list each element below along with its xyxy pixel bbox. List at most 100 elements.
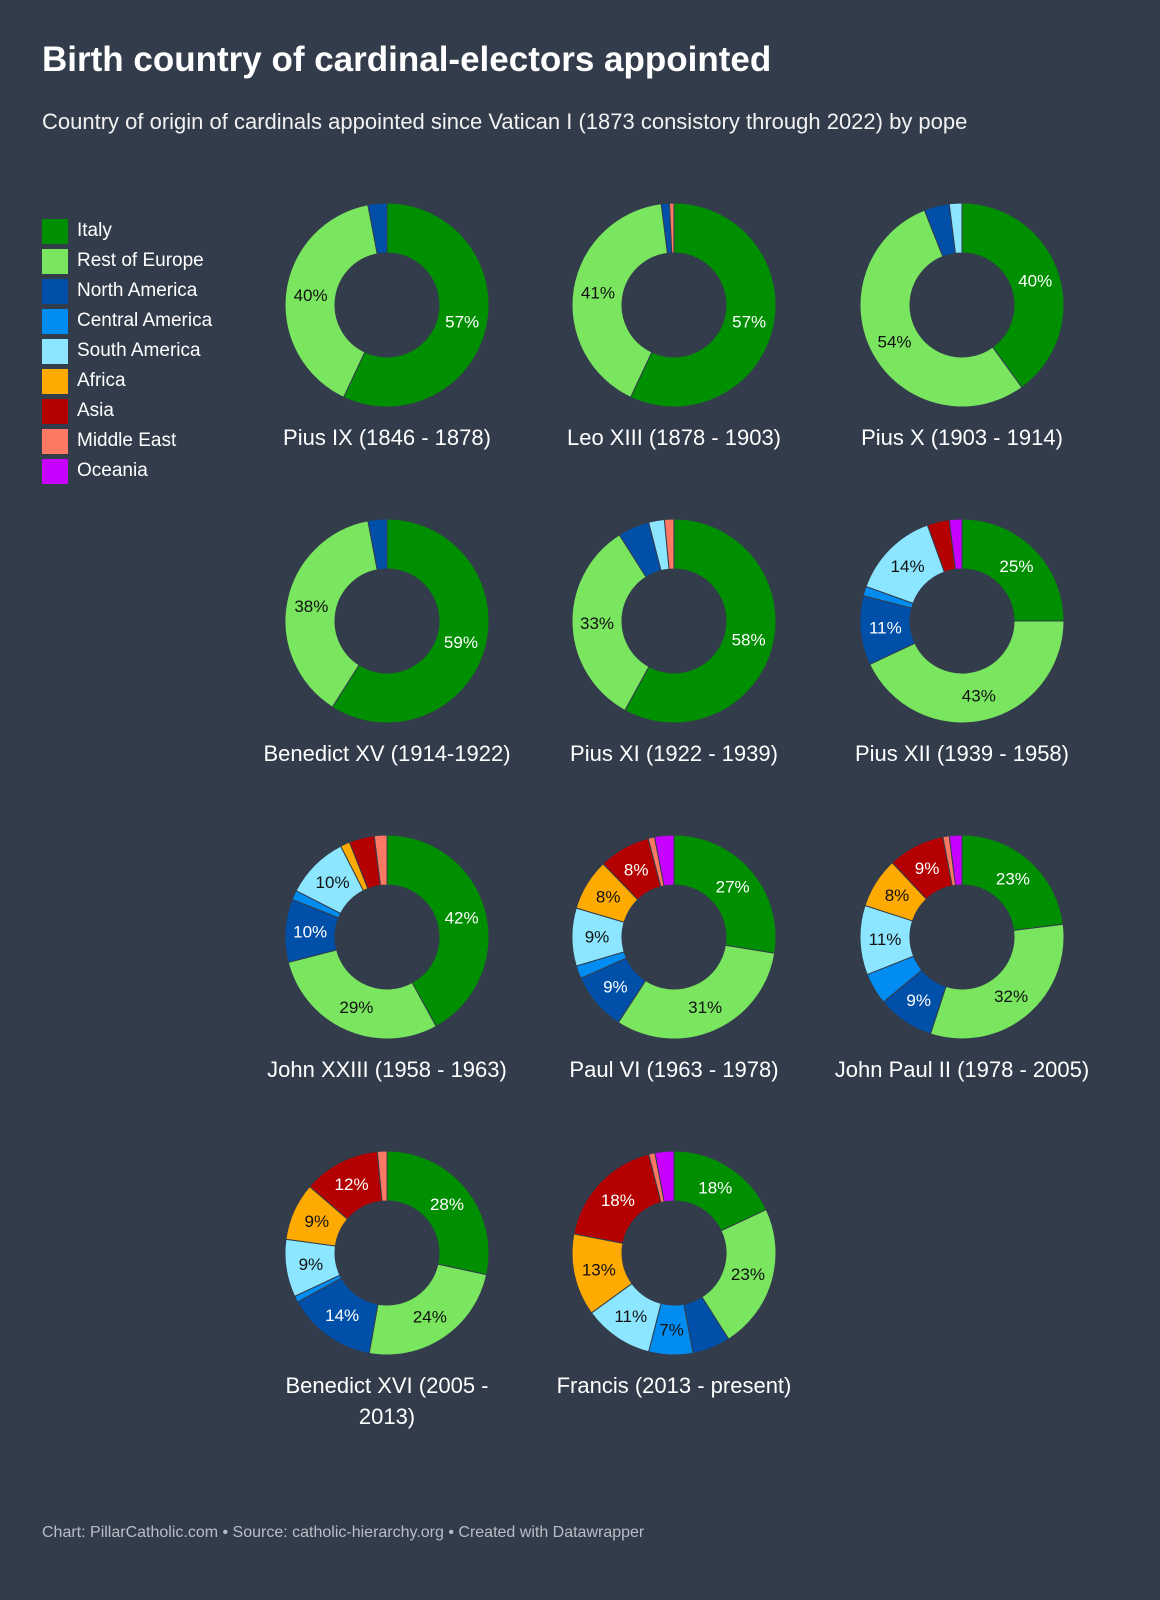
data-label: 14% bbox=[325, 1306, 359, 1325]
legend-item: Middle East bbox=[42, 426, 272, 456]
data-label: 29% bbox=[339, 998, 373, 1017]
donut-slice bbox=[865, 524, 946, 605]
legend-swatch bbox=[42, 338, 68, 364]
donut-slice bbox=[571, 534, 650, 712]
legend-swatch bbox=[42, 428, 68, 454]
donut-svg: 23% 32% 9% 11% 8% 9% bbox=[859, 834, 1065, 1040]
data-label: 7% bbox=[659, 1320, 684, 1339]
donut-slice bbox=[367, 202, 388, 255]
donut-slice bbox=[891, 836, 953, 900]
data-label: 14% bbox=[891, 557, 925, 576]
donut-slice bbox=[663, 518, 675, 570]
donut-slice bbox=[653, 834, 675, 887]
donut-slice bbox=[929, 923, 1065, 1040]
data-label: 23% bbox=[996, 870, 1030, 889]
data-label: 58% bbox=[732, 631, 766, 650]
data-label: 13% bbox=[582, 1260, 616, 1279]
donut-chart: 23% 32% 9% 11% 8% 9% bbox=[857, 832, 1067, 1042]
donut-slice bbox=[342, 202, 490, 408]
legend-swatch bbox=[42, 308, 68, 334]
donut-slice bbox=[882, 969, 947, 1035]
chart-subtitle: Country of origin of cardinals appointed… bbox=[42, 109, 968, 134]
data-label: 9% bbox=[906, 991, 931, 1010]
legend-item: Rest of Europe bbox=[42, 246, 272, 276]
donut-slice bbox=[308, 1150, 383, 1220]
donut-chart: 58% 33% bbox=[569, 516, 779, 726]
donut-slice bbox=[660, 202, 673, 254]
donut-slice bbox=[629, 202, 777, 408]
data-label: 18% bbox=[601, 1191, 635, 1210]
donut-slice bbox=[571, 907, 625, 967]
data-label: 57% bbox=[445, 312, 479, 331]
data-label: 27% bbox=[716, 878, 750, 897]
data-label: 41% bbox=[581, 283, 615, 302]
legend-label: South America bbox=[77, 340, 201, 361]
donut-svg: 58% 33% bbox=[571, 518, 777, 724]
donut-slice bbox=[701, 1208, 777, 1340]
chart-title: Birth country of cardinal-electors appoi… bbox=[42, 40, 772, 79]
data-label: 40% bbox=[294, 286, 328, 305]
donut-slice bbox=[859, 595, 916, 666]
pope-label: Leo XIII (1878 - 1903) bbox=[566, 425, 782, 450]
legend-item: South America bbox=[42, 336, 272, 366]
data-label: 9% bbox=[585, 928, 610, 947]
donut-svg: 59% 38% bbox=[284, 518, 490, 724]
chart-footer: Chart: PillarCatholic.com • Source: cath… bbox=[42, 1524, 645, 1541]
donut-slice bbox=[284, 204, 378, 398]
donut-slice bbox=[648, 518, 670, 572]
donut-slice bbox=[284, 520, 378, 708]
data-label: 11% bbox=[869, 619, 902, 638]
legend-label: Asia bbox=[77, 400, 114, 421]
donut-slice bbox=[624, 518, 777, 724]
donut-slice bbox=[961, 202, 1065, 389]
donut-slice bbox=[866, 955, 923, 1003]
donut-slice bbox=[668, 202, 675, 254]
donut-svg: 40% 54% bbox=[859, 202, 1065, 408]
donut-slice bbox=[376, 1150, 388, 1202]
data-label: 33% bbox=[580, 614, 614, 633]
donut-slice bbox=[571, 1233, 633, 1314]
donut-chart: 25% 43% 11% 14% bbox=[857, 516, 1067, 726]
data-label: 11% bbox=[869, 930, 902, 949]
donut-chart: 42% 29% 10% 10% bbox=[282, 832, 492, 1042]
pope-label: John XXIII (1958 - 1963) bbox=[267, 1057, 507, 1082]
donut-slice bbox=[368, 1263, 488, 1356]
data-label: 38% bbox=[294, 597, 328, 616]
donut-slice bbox=[864, 861, 928, 922]
donut-slice bbox=[923, 203, 957, 258]
donut-svg: 28% 24% 14% 9% 9% 12% bbox=[284, 1150, 490, 1356]
pope-label: John Paul II (1978 - 2005) bbox=[834, 1057, 1090, 1082]
donut-slice bbox=[602, 837, 662, 901]
donut-slice bbox=[373, 834, 388, 886]
pope-label: Pius IX (1846 - 1878) bbox=[283, 425, 491, 450]
data-label: 10% bbox=[293, 923, 327, 942]
data-label: 9% bbox=[299, 1255, 324, 1274]
legend-item: Central America bbox=[42, 306, 272, 336]
donut-slice bbox=[961, 834, 1064, 932]
donut-slice bbox=[617, 944, 776, 1040]
pope-label: Francis (2013 - present) bbox=[556, 1373, 792, 1398]
donut-slice bbox=[961, 518, 1065, 622]
donut-chart: 27% 31% 9% 9% 8% 8% bbox=[569, 832, 779, 1042]
donut-slice bbox=[331, 518, 490, 724]
donut-slice bbox=[575, 951, 628, 979]
data-label: 24% bbox=[413, 1307, 447, 1326]
donut-chart: 57% 40% bbox=[282, 200, 492, 410]
legend-swatch bbox=[42, 398, 68, 424]
donut-slice bbox=[683, 1296, 730, 1354]
donut-slice bbox=[284, 898, 340, 963]
donut-slice bbox=[571, 203, 669, 398]
donut-chart: 18% 23% 7% 11% 13% 18% bbox=[569, 1148, 779, 1358]
data-label: 18% bbox=[698, 1178, 732, 1197]
data-label: 8% bbox=[885, 886, 910, 905]
data-label: 40% bbox=[1018, 272, 1052, 291]
data-label: 9% bbox=[915, 859, 940, 878]
pope-label: Pius X (1903 - 1914) bbox=[861, 425, 1063, 450]
donut-slice bbox=[348, 835, 382, 890]
donut-slice bbox=[648, 1152, 665, 1204]
donut-slice bbox=[618, 521, 662, 578]
donut-slice bbox=[673, 1150, 767, 1232]
pope-label: Pius XII (1939 - 1958) bbox=[854, 741, 1069, 766]
data-label: 43% bbox=[962, 687, 996, 706]
legend-label: Middle East bbox=[77, 430, 177, 451]
